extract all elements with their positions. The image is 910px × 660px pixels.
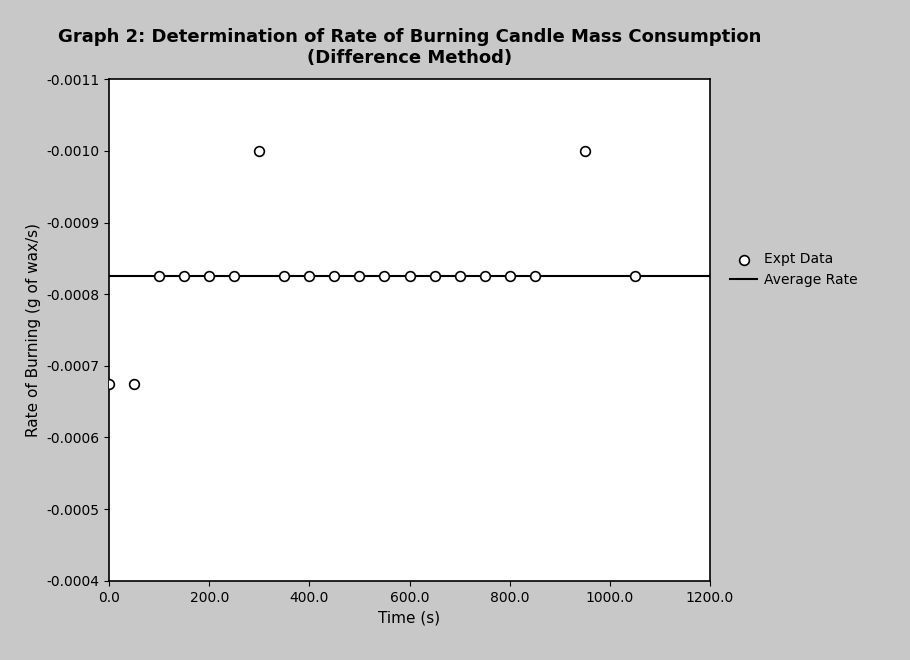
- Expt Data: [202, 271, 217, 282]
- Expt Data: [277, 271, 291, 282]
- Y-axis label: Rate of Burning (g of wax/s): Rate of Burning (g of wax/s): [25, 223, 41, 437]
- Expt Data: [402, 271, 417, 282]
- Expt Data: [302, 271, 317, 282]
- Expt Data: [528, 271, 542, 282]
- Expt Data: [578, 146, 592, 156]
- Average Rate: [104, 273, 115, 280]
- Expt Data: [378, 271, 392, 282]
- Expt Data: [152, 271, 167, 282]
- Expt Data: [452, 271, 467, 282]
- Legend: Expt Data, Average Rate: Expt Data, Average Rate: [723, 246, 865, 294]
- Expt Data: [352, 271, 367, 282]
- Title: Graph 2: Determination of Rate of Burning Candle Mass Consumption
(Difference Me: Graph 2: Determination of Rate of Burnin…: [58, 28, 761, 67]
- Expt Data: [328, 271, 342, 282]
- Expt Data: [126, 378, 142, 389]
- Expt Data: [177, 271, 192, 282]
- X-axis label: Time (s): Time (s): [379, 610, 440, 625]
- Average Rate: [105, 273, 116, 280]
- Expt Data: [252, 146, 267, 156]
- Expt Data: [102, 378, 116, 389]
- Expt Data: [228, 271, 242, 282]
- Expt Data: [478, 271, 492, 282]
- Expt Data: [428, 271, 442, 282]
- Expt Data: [502, 271, 517, 282]
- Expt Data: [628, 271, 642, 282]
